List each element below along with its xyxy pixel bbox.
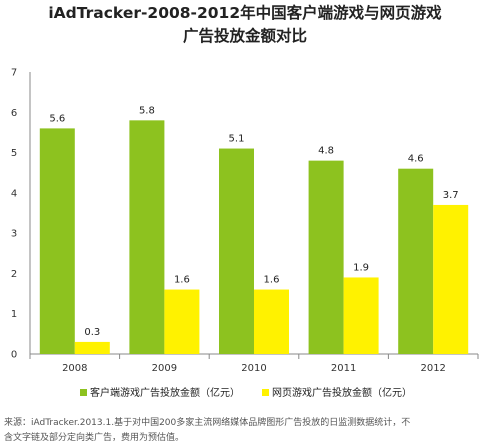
x-tick-label: 2009 bbox=[152, 363, 177, 374]
y-tick-label: 4 bbox=[11, 188, 17, 199]
data-label: 5.8 bbox=[139, 105, 155, 116]
legend-swatch bbox=[262, 389, 269, 396]
y-tick-label: 1 bbox=[11, 309, 17, 320]
y-tick-label: 6 bbox=[11, 108, 17, 119]
data-label: 1.6 bbox=[264, 275, 280, 286]
legend-label: 网页游戏广告投放金额（亿元） bbox=[272, 386, 412, 399]
y-tick-label: 2 bbox=[11, 269, 17, 280]
legend-swatch bbox=[80, 389, 87, 396]
x-tick-label: 2008 bbox=[62, 363, 87, 374]
source-note: 来源：iAdTracker.2013.1.基于对中国200多家主流网络媒体品牌图… bbox=[4, 416, 410, 443]
bar-web-game bbox=[74, 341, 110, 354]
y-tick-label: 0 bbox=[11, 350, 17, 361]
data-label: 0.3 bbox=[84, 327, 100, 338]
legend-label: 客户端游戏广告投放金额（亿元） bbox=[90, 386, 240, 399]
legend: 客户端游戏广告投放金额（亿元） 网页游戏广告投放金额（亿元） bbox=[80, 386, 412, 399]
data-label: 5.6 bbox=[49, 113, 65, 124]
y-tick-label: 7 bbox=[11, 68, 17, 79]
y-tick-label: 5 bbox=[11, 148, 17, 159]
chart-title-line-2: 广告投放金额对比 bbox=[183, 26, 307, 45]
x-tick-label: 2010 bbox=[241, 363, 266, 374]
x-tick-label: 2011 bbox=[331, 363, 356, 374]
data-label: 4.8 bbox=[318, 146, 334, 157]
bar-web-game bbox=[433, 204, 469, 354]
source-line-1: 来源：iAdTracker.2013.1.基于对中国200多家主流网络媒体品牌图… bbox=[4, 416, 410, 428]
plot-area: 0 1 2 3 4 5 6 7 2008 2009 2010 2011 2012 5.6 0.3 5.8 1.6… bbox=[11, 68, 479, 374]
data-label: 5.1 bbox=[229, 134, 245, 145]
data-label: 1.9 bbox=[353, 262, 369, 273]
chart-title: iAdTracker-2008-2012年中国客户端游戏与网页游戏 广告投放金额… bbox=[48, 3, 442, 45]
bar-web-game bbox=[343, 277, 379, 354]
source-line-2: 含文字链及部分定向类广告，费用为预估值。 bbox=[4, 431, 184, 443]
bar-web-game bbox=[254, 289, 289, 354]
bar-client-game bbox=[398, 168, 434, 354]
bar-web-game bbox=[164, 289, 200, 354]
bar-client-game bbox=[39, 128, 75, 354]
bar-client-game bbox=[219, 148, 254, 354]
bar-client-game bbox=[129, 120, 165, 354]
data-label: 4.6 bbox=[408, 154, 424, 165]
data-label: 1.6 bbox=[174, 275, 190, 286]
x-tick-label: 2012 bbox=[420, 363, 445, 374]
data-label: 3.7 bbox=[443, 190, 459, 201]
chart-title-line-1: iAdTracker-2008-2012年中国客户端游戏与网页游戏 bbox=[48, 3, 442, 22]
bar-client-game bbox=[308, 160, 344, 354]
y-tick-label: 3 bbox=[11, 229, 17, 240]
